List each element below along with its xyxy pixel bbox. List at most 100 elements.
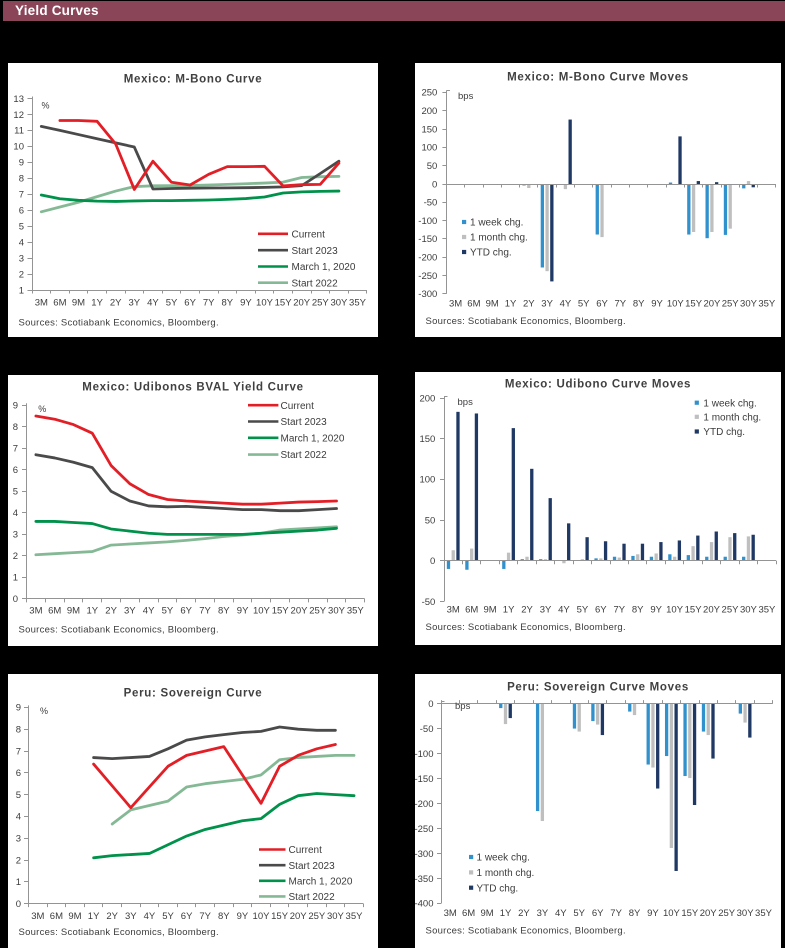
svg-text:35Y: 35Y [755, 908, 773, 919]
svg-text:Current: Current [281, 401, 315, 412]
svg-text:Peru: Sovereign Curve Moves: Peru: Sovereign Curve Moves [507, 682, 689, 694]
svg-text:-350: -350 [415, 874, 434, 885]
svg-text:6M: 6M [462, 908, 475, 919]
svg-text:50: 50 [427, 161, 438, 172]
svg-text:8: 8 [16, 725, 21, 736]
svg-text:3Y: 3Y [128, 298, 140, 309]
svg-text:9M: 9M [483, 605, 496, 616]
svg-text:1Y: 1Y [505, 299, 517, 310]
svg-text:10: 10 [13, 142, 24, 153]
svg-text:15Y: 15Y [685, 299, 703, 310]
svg-text:1 month chg.: 1 month chg. [703, 412, 761, 423]
svg-text:6M: 6M [48, 606, 61, 617]
svg-text:20Y: 20Y [293, 298, 311, 309]
svg-text:9M: 9M [486, 299, 499, 310]
svg-text:3Y: 3Y [541, 299, 553, 310]
svg-text:Sources: Scotiabank Economics,: Sources: Scotiabank Economics, Bloomberg… [19, 927, 219, 938]
svg-text:2: 2 [19, 269, 24, 280]
svg-text:9: 9 [13, 401, 18, 412]
svg-text:8Y: 8Y [633, 299, 645, 310]
svg-text:Mexico: M-Bono Curve: Mexico: M-Bono Curve [124, 73, 263, 85]
svg-text:3Y: 3Y [125, 911, 137, 922]
svg-text:3Y: 3Y [124, 606, 136, 617]
svg-text:10Y: 10Y [253, 606, 271, 617]
svg-text:Sources: Scotiabank Economics,: Sources: Scotiabank Economics, Bloomberg… [426, 622, 626, 633]
svg-text:25Y: 25Y [309, 606, 327, 617]
svg-text:-50: -50 [424, 198, 438, 209]
svg-text:March 1, 2020: March 1, 2020 [292, 262, 356, 273]
svg-text:0: 0 [432, 179, 437, 190]
svg-text:13: 13 [13, 94, 24, 105]
svg-text:1 week chg.: 1 week chg. [703, 398, 756, 409]
svg-text:100: 100 [421, 143, 437, 154]
svg-text:3M: 3M [447, 605, 460, 616]
svg-text:7Y: 7Y [614, 299, 626, 310]
svg-text:7Y: 7Y [199, 911, 211, 922]
svg-text:-250: -250 [415, 824, 434, 835]
svg-text:4Y: 4Y [555, 908, 567, 919]
svg-text:Start 2022: Start 2022 [281, 450, 328, 461]
svg-text:30Y: 30Y [737, 908, 755, 919]
svg-text:YTD chg.: YTD chg. [470, 248, 512, 259]
svg-text:35Y: 35Y [758, 299, 776, 310]
svg-text:8Y: 8Y [218, 911, 230, 922]
svg-text:150: 150 [421, 124, 437, 135]
svg-text:10Y: 10Y [256, 298, 274, 309]
svg-text:35Y: 35Y [346, 911, 364, 922]
svg-text:1Y: 1Y [91, 298, 103, 309]
svg-text:6: 6 [13, 465, 18, 476]
svg-text:bps: bps [455, 701, 471, 712]
svg-text:8Y: 8Y [632, 605, 644, 616]
svg-text:8Y: 8Y [218, 606, 230, 617]
svg-text:30Y: 30Y [740, 299, 758, 310]
svg-text:2Y: 2Y [521, 605, 533, 616]
svg-text:5: 5 [13, 487, 18, 498]
svg-text:Mexico: Udibono Curve Moves: Mexico: Udibono Curve Moves [505, 378, 691, 390]
svg-text:1Y: 1Y [86, 606, 98, 617]
svg-text:-250: -250 [418, 271, 437, 282]
svg-text:7: 7 [19, 190, 24, 201]
svg-text:1 month chg.: 1 month chg. [477, 868, 535, 879]
svg-text:Start 2022: Start 2022 [292, 278, 339, 289]
svg-text:5: 5 [19, 222, 24, 233]
svg-text:15Y: 15Y [271, 911, 289, 922]
svg-text:9Y: 9Y [237, 606, 249, 617]
svg-text:1Y: 1Y [88, 911, 100, 922]
svg-text:12: 12 [13, 110, 24, 121]
svg-text:3M: 3M [29, 606, 42, 617]
svg-text:25Y: 25Y [308, 911, 326, 922]
svg-text:9M: 9M [67, 606, 80, 617]
svg-text:0: 0 [13, 594, 18, 605]
svg-text:8Y: 8Y [629, 908, 641, 919]
svg-text:3M: 3M [449, 299, 462, 310]
svg-text:4Y: 4Y [560, 299, 572, 310]
svg-text:-50: -50 [422, 597, 436, 608]
svg-text:5Y: 5Y [577, 605, 589, 616]
svg-text:bps: bps [458, 91, 474, 102]
svg-text:3: 3 [13, 530, 18, 541]
svg-text:5Y: 5Y [166, 298, 178, 309]
svg-text:9M: 9M [68, 911, 81, 922]
svg-text:20Y: 20Y [291, 606, 309, 617]
svg-text:5Y: 5Y [162, 911, 174, 922]
svg-text:5Y: 5Y [162, 606, 174, 617]
svg-text:3Y: 3Y [540, 605, 552, 616]
svg-text:6M: 6M [50, 911, 63, 922]
svg-text:Sources: Scotiabank Economics,: Sources: Scotiabank Economics, Bloomberg… [426, 316, 626, 327]
svg-text:1 week chg.: 1 week chg. [477, 853, 530, 864]
svg-text:2Y: 2Y [110, 298, 122, 309]
svg-text:11: 11 [14, 126, 24, 137]
svg-text:10Y: 10Y [666, 605, 684, 616]
svg-text:7: 7 [16, 746, 21, 757]
svg-text:Peru: Sovereign Curve: Peru: Sovereign Curve [124, 688, 263, 700]
svg-text:7Y: 7Y [199, 606, 211, 617]
svg-text:15Y: 15Y [272, 606, 290, 617]
svg-text:30Y: 30Y [740, 605, 758, 616]
svg-text:Start 2023: Start 2023 [292, 246, 339, 257]
svg-text:%: % [38, 404, 46, 414]
svg-text:3Y: 3Y [537, 908, 549, 919]
svg-text:6M: 6M [53, 298, 66, 309]
svg-text:6M: 6M [465, 605, 478, 616]
svg-text:150: 150 [419, 434, 435, 445]
svg-text:-300: -300 [415, 849, 434, 860]
